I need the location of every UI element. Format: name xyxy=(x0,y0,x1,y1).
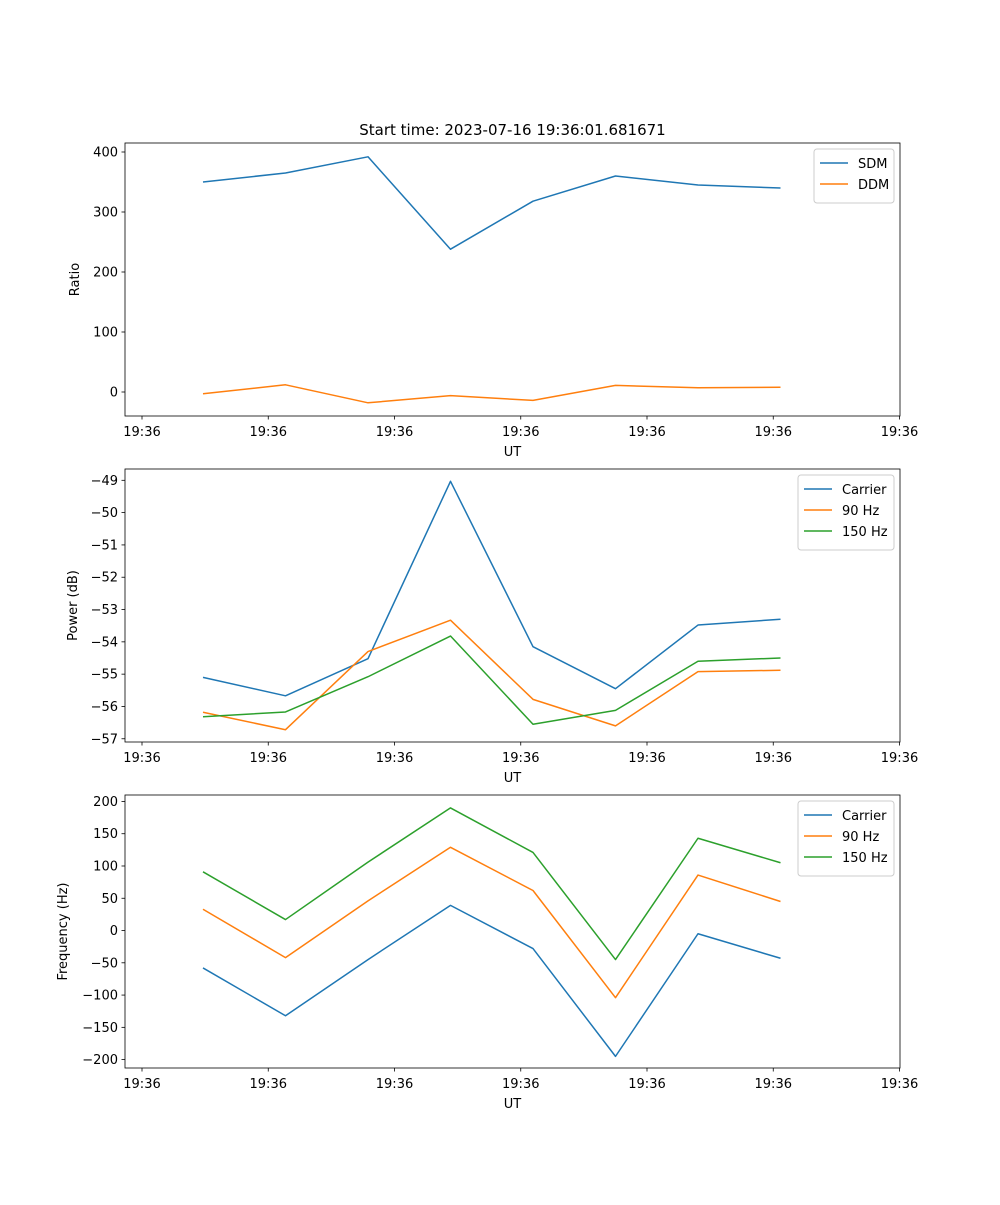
axes-frame xyxy=(124,794,901,1069)
x-tick-label: 19:36 xyxy=(881,751,918,766)
x-tick-label: 19:36 xyxy=(376,1077,413,1092)
x-tick-label: 19:36 xyxy=(755,425,792,440)
y-tick-label: −49 xyxy=(91,474,118,489)
y-tick-label: −150 xyxy=(82,1021,118,1036)
x-tick-label: 19:36 xyxy=(628,751,665,766)
series-line-150-hz xyxy=(202,807,781,961)
x-tick-label: 19:36 xyxy=(376,425,413,440)
y-tick-label: 0 xyxy=(110,924,118,939)
y-tick-label: 400 xyxy=(93,146,118,161)
y-tick-label: −55 xyxy=(91,668,118,683)
power-panel: −57 −56 −55 −54 −53 −52 −51 −50 −49 19:36 19:36 19:… xyxy=(66,468,918,786)
y-tick-label: −57 xyxy=(91,732,118,747)
y-tick-label: −50 xyxy=(91,506,118,521)
y-axis-label: Ratio xyxy=(68,263,83,296)
series-line-sdm xyxy=(202,156,781,250)
series-line-90-hz xyxy=(202,846,781,999)
chart-title: Start time: 2023-07-16 19:36:01.681671 xyxy=(359,121,665,139)
x-tick-label: 19:36 xyxy=(881,1077,918,1092)
x-tick-label: 19:36 xyxy=(250,751,287,766)
y-tick-label: 200 xyxy=(93,795,118,810)
x-axis-label: UT xyxy=(504,1097,522,1112)
y-tick-label: −52 xyxy=(91,571,118,586)
x-tick-label: 19:36 xyxy=(628,1077,665,1092)
ratio-panel: Start time: 2023-07-16 19:36:01.681671 0 1… xyxy=(68,121,918,460)
legend-label: 90 Hz xyxy=(842,504,879,519)
y-tick-label: 300 xyxy=(93,206,118,221)
legend: Carrier 90 Hz 150 Hz xyxy=(797,474,895,551)
y-axis-label: Power (dB) xyxy=(66,570,81,641)
y-tick-label: −53 xyxy=(91,603,118,618)
legend: SDM DDM xyxy=(813,148,895,204)
x-tick-label: 19:36 xyxy=(502,1077,539,1092)
x-tick-label: 19:36 xyxy=(123,751,160,766)
x-tick-label: 19:36 xyxy=(628,425,665,440)
y-axis-label: Frequency (Hz) xyxy=(56,882,71,980)
legend: Carrier 90 Hz 150 Hz xyxy=(797,800,895,877)
legend-label: 150 Hz xyxy=(842,525,888,540)
x-tick-label: 19:36 xyxy=(755,1077,792,1092)
series-line-ddm xyxy=(202,384,781,404)
series-line-carrier xyxy=(202,480,781,697)
y-tick-label: 100 xyxy=(93,859,118,874)
y-tick-label: 100 xyxy=(93,326,118,341)
series-line-150-hz xyxy=(202,635,781,725)
legend-label: 150 Hz xyxy=(842,851,888,866)
series-line-carrier xyxy=(202,904,781,1058)
legend-label: SDM xyxy=(858,157,887,172)
y-tick-label: −50 xyxy=(91,956,118,971)
series-line-90-hz xyxy=(202,619,781,731)
x-axis-label: UT xyxy=(504,771,522,786)
x-axis-label: UT xyxy=(504,445,522,460)
y-tick-label: 50 xyxy=(101,892,118,907)
y-tick-label: −56 xyxy=(91,700,118,715)
x-tick-label: 19:36 xyxy=(123,1077,160,1092)
x-tick-label: 19:36 xyxy=(250,425,287,440)
legend-label: Carrier xyxy=(842,483,887,498)
legend-label: 90 Hz xyxy=(842,830,879,845)
x-tick-label: 19:36 xyxy=(376,751,413,766)
y-tick-label: 200 xyxy=(93,266,118,281)
y-tick-label: 0 xyxy=(110,386,118,401)
x-tick-label: 19:36 xyxy=(250,1077,287,1092)
frequency-panel: −200 −150 −100 −50 0 50 100 150 200 19:36 19:36 19:… xyxy=(56,794,918,1112)
legend-label: DDM xyxy=(858,178,889,193)
y-tick-label: −100 xyxy=(82,989,118,1004)
x-tick-label: 19:36 xyxy=(755,751,792,766)
x-tick-label: 19:36 xyxy=(502,425,539,440)
y-tick-label: 150 xyxy=(93,827,118,842)
y-tick-label: −54 xyxy=(91,635,118,650)
y-tick-label: −51 xyxy=(91,538,118,553)
x-tick-label: 19:36 xyxy=(502,751,539,766)
y-tick-label: −200 xyxy=(82,1053,118,1068)
x-tick-label: 19:36 xyxy=(123,425,160,440)
axes-frame xyxy=(124,468,901,743)
axes-frame xyxy=(124,142,901,417)
x-tick-label: 19:36 xyxy=(881,425,918,440)
legend-label: Carrier xyxy=(842,809,887,824)
